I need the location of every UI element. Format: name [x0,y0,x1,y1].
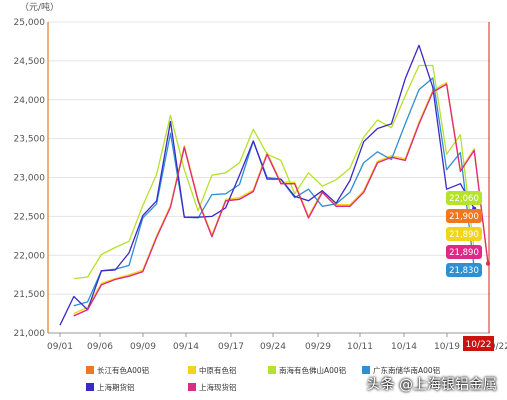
end-tag-value: 22,060 [449,194,479,204]
y-axis-unit-label: （元/吨） [20,1,59,13]
series-line-0 [73,83,489,317]
x-tick-label: 10/22 [484,342,507,352]
x-tick-label: 09/29 [305,342,331,352]
x-tick-label: 09/14 [173,342,199,352]
end-value-tags: 22,060 21,900 21,890 21,890 21,830 [446,191,482,277]
series-line-4 [59,44,475,326]
y-tick-label: 21,000 [14,329,46,339]
x-tick-label: 09/09 [130,342,156,352]
series-line-2 [73,64,475,280]
legend-label: 广东南储华南A00铝 [373,365,440,375]
x-tick-label: 09/01 [47,342,73,352]
x-tick-label: 10/19 [434,342,460,352]
series-lines [59,44,490,326]
x-tick-label: 09/24 [260,342,286,352]
legend-label: 中原有色铝 [199,365,237,375]
watermark: 头条 @上海银铝金属 [366,377,497,393]
y-tick-label: 22,000 [14,251,46,261]
legend-swatch [188,383,196,391]
y-tick-label: 24,500 [14,57,46,67]
y-tick-label: 25,000 [14,18,46,28]
y-tick-labels: 21,000 21,500 22,000 22,500 23,000 23,500 24,0… [14,18,46,339]
end-tag-badge [446,227,482,241]
x-tick-label: 10/11 [347,342,373,352]
legend-label: 上海期货铝 [97,382,135,392]
y-tick-label: 24,000 [14,96,46,106]
legend-swatch [86,366,94,374]
x-tick-labels: 09/01 09/06 09/09 09/14 09/17 09/24 09/29 10/11… [47,333,507,352]
legend-label: 长江有色A00铝 [97,365,149,375]
y-tick-label: 21,500 [14,290,46,300]
y-tick-label: 22,500 [14,212,46,222]
end-tag-value: 21,890 [449,248,479,258]
current-date-marker: 10/22 [463,22,494,351]
end-tag-value: 21,900 [449,212,479,222]
legend-swatch [362,366,370,374]
legend-swatch [188,366,196,374]
legend-label: 南海有色佛山A00铝 [279,365,346,375]
end-tag-badge [446,209,482,223]
legend-label: 上海现货铝 [199,382,237,392]
x-tick-label: 09/06 [87,342,113,352]
end-tag-badge [446,263,482,277]
x-tick-label: 10/14 [391,342,417,352]
end-tag-value: 21,890 [449,230,479,240]
legend-swatch [268,366,276,374]
series-line-1 [73,81,489,315]
current-date-badge [463,336,494,351]
current-date-text: 10/22 [466,340,492,350]
series-line-5 [73,83,489,317]
y-tick-label: 23,000 [14,174,46,184]
y-tick-label: 23,500 [14,135,46,145]
end-tag-badge [446,191,482,205]
series-line-3 [73,77,475,307]
end-tag-value: 21,830 [449,266,479,276]
x-tick-label: 09/17 [218,342,244,352]
legend-swatch [86,383,94,391]
end-tag-badge [446,245,482,259]
